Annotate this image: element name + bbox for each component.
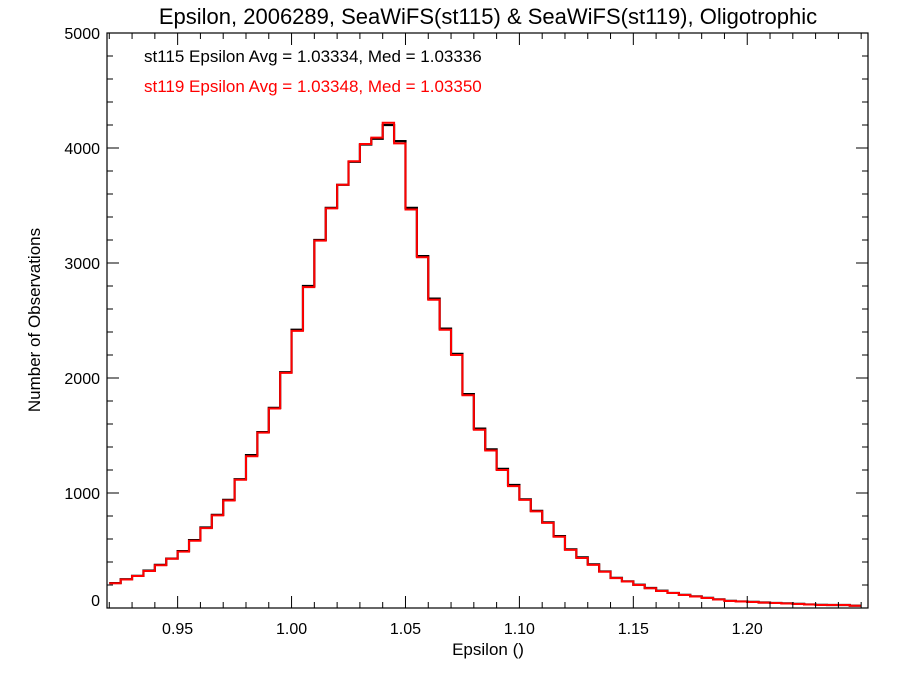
y-tick-label: 0 [91, 593, 100, 610]
plot-area: 0.95 1.00 1.05 1.10 1.15 1.20 0 1000 2000 3000 400… [64, 26, 869, 638]
x-tick-label: 1.00 [276, 621, 307, 638]
y-tick-label: 2000 [64, 371, 100, 388]
y-axis-label: Number of Observations [25, 228, 44, 412]
y-tick-label: 3000 [64, 256, 100, 273]
x-tick-label: 1.10 [504, 621, 535, 638]
y-tick-label: 4000 [64, 141, 100, 158]
series-st119-line [109, 121, 862, 607]
annotation-st119: st119 Epsilon Avg = 1.03348, Med = 1.033… [144, 77, 482, 96]
y-tick-label: 1000 [64, 486, 100, 503]
annotation-st115: st115 Epsilon Avg = 1.03334, Med = 1.033… [144, 47, 482, 66]
x-tick-label: 0.95 [162, 621, 193, 638]
y-tick-label: 5000 [64, 26, 100, 43]
x-axis-label: Epsilon () [452, 640, 524, 659]
plot-frame [106, 32, 869, 609]
x-tick-label: 1.20 [732, 621, 763, 638]
x-tick-label: 1.15 [618, 621, 649, 638]
series-st115-line [109, 123, 862, 607]
chart-title: Epsilon, 2006289, SeaWiFS(st115) & SeaWi… [159, 4, 817, 29]
x-tick-label: 1.05 [390, 621, 421, 638]
